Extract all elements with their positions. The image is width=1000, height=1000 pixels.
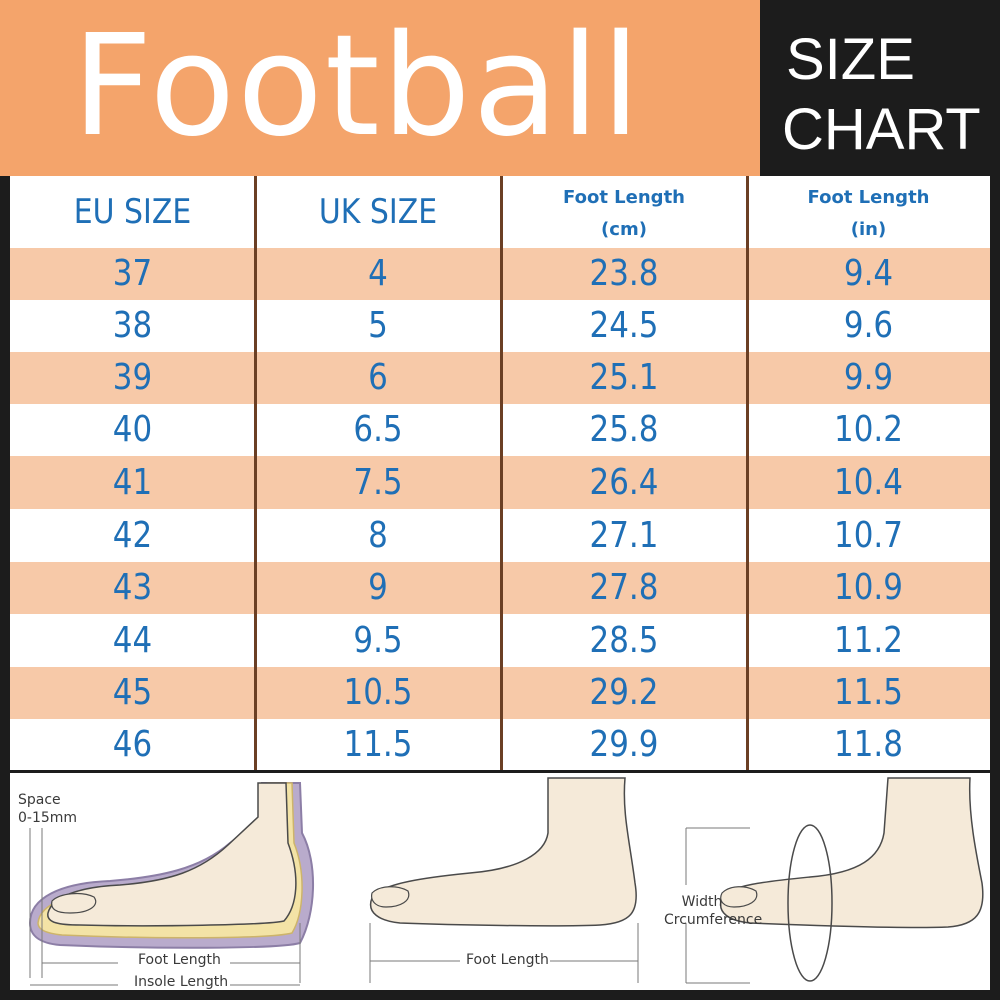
cell-cm: 27.8 (589, 567, 659, 608)
foot-length-label: Foot Length (138, 952, 221, 968)
cell-eu: 42 (112, 515, 153, 556)
cell-cm: 28.5 (589, 620, 659, 661)
title-banner: Football (0, 0, 760, 176)
table-row: 40 6.5 25.8 10.2 (10, 404, 990, 456)
foot-diagrams (28, 777, 984, 986)
cell-eu: 44 (112, 620, 153, 661)
column-header-length-in-unit: (in) (850, 219, 887, 240)
column-header-length-in: Foot Length (in) (747, 182, 990, 246)
insole-length-label: Insole Length (134, 974, 229, 990)
cell-in: 11.8 (834, 724, 903, 765)
column-header-length-cm-label: Foot Length (563, 187, 685, 208)
column-divider (500, 176, 503, 770)
cell-uk: 10.5 (343, 672, 413, 713)
table-header-row: EU SIZE UK SIZE Foot Length (cm) Foot Le… (10, 176, 990, 248)
cell-in: 9.6 (843, 305, 894, 346)
column-header-uk: UK SIZE (318, 192, 438, 232)
cell-in: 10.9 (834, 567, 903, 608)
cell-uk: 7.5 (353, 462, 403, 503)
cell-uk: 11.5 (343, 724, 413, 765)
column-divider (746, 176, 749, 770)
cell-eu: 46 (112, 724, 153, 765)
width-circumference-label: Width Crcumference (664, 893, 763, 929)
width-label-line1: Width (681, 894, 723, 910)
illustration-frame-left (0, 770, 10, 1000)
width-circumference-illustration (685, 777, 984, 984)
cell-cm: 24.5 (589, 305, 659, 346)
cell-uk: 6 (368, 357, 388, 398)
space-label: Space 0-15mm (18, 791, 77, 827)
cell-eu: 38 (112, 305, 153, 346)
measurement-illustrations: Space 0-15mm Foot Length Insole Length F… (0, 770, 1000, 1000)
cell-uk: 4 (368, 253, 388, 294)
badge-line-1: SIZE (786, 27, 915, 92)
cell-eu: 45 (112, 672, 153, 713)
foot-length-label-2: Foot Length (466, 952, 549, 968)
column-header-length-cm: Foot Length (cm) (501, 182, 747, 246)
cell-uk: 6.5 (353, 409, 403, 450)
cell-uk: 9.5 (353, 620, 403, 661)
cell-cm: 25.8 (589, 409, 659, 450)
cell-cm: 26.4 (589, 462, 659, 503)
cell-eu: 39 (112, 357, 153, 398)
cell-in: 9.9 (843, 357, 894, 398)
cell-in: 10.4 (834, 462, 903, 503)
cell-uk: 8 (368, 515, 388, 556)
insole-foot-illustration (28, 782, 315, 986)
cell-cm: 27.1 (589, 515, 659, 556)
cell-cm: 29.2 (589, 672, 659, 713)
cell-cm: 29.9 (589, 724, 659, 765)
space-label-line2: 0-15mm (18, 810, 78, 826)
illustration-frame-bottom (0, 990, 1000, 1000)
cell-eu: 40 (112, 409, 153, 450)
page-title: Football (72, 5, 643, 168)
table-row: 42 8 27.1 10.7 (10, 509, 990, 562)
table-row: 46 11.5 29.9 11.8 (10, 719, 990, 770)
space-label-line1: Space (18, 792, 61, 808)
size-chart-badge: SIZE CHART (760, 0, 1000, 176)
cell-in: 10.7 (834, 515, 903, 556)
width-label-line2: Crcumference (664, 912, 763, 928)
cell-in: 11.5 (834, 672, 903, 713)
cell-in: 10.2 (834, 409, 903, 450)
cell-cm: 25.1 (589, 357, 659, 398)
cell-uk: 9 (368, 567, 388, 608)
cell-cm: 23.8 (589, 253, 659, 294)
table-row: 44 9.5 28.5 11.2 (10, 614, 990, 667)
table-frame-left (0, 176, 10, 772)
cell-eu: 37 (112, 253, 153, 294)
column-header-eu: EU SIZE (73, 192, 192, 232)
cell-eu: 43 (112, 567, 153, 608)
cell-eu: 41 (112, 462, 153, 503)
column-header-length-cm-unit: (cm) (601, 219, 647, 240)
cell-uk: 5 (368, 305, 388, 346)
table-frame-right (990, 176, 1000, 772)
cell-in: 11.2 (834, 620, 903, 661)
column-header-length-in-label: Foot Length (807, 187, 930, 208)
badge-line-2: CHART (782, 97, 981, 162)
foot-length-illustration (369, 777, 639, 983)
column-divider (254, 176, 257, 770)
illustration-frame-right (990, 770, 1000, 1000)
table-row: 38 5 24.5 9.6 (10, 300, 990, 352)
cell-in: 9.4 (843, 253, 894, 294)
